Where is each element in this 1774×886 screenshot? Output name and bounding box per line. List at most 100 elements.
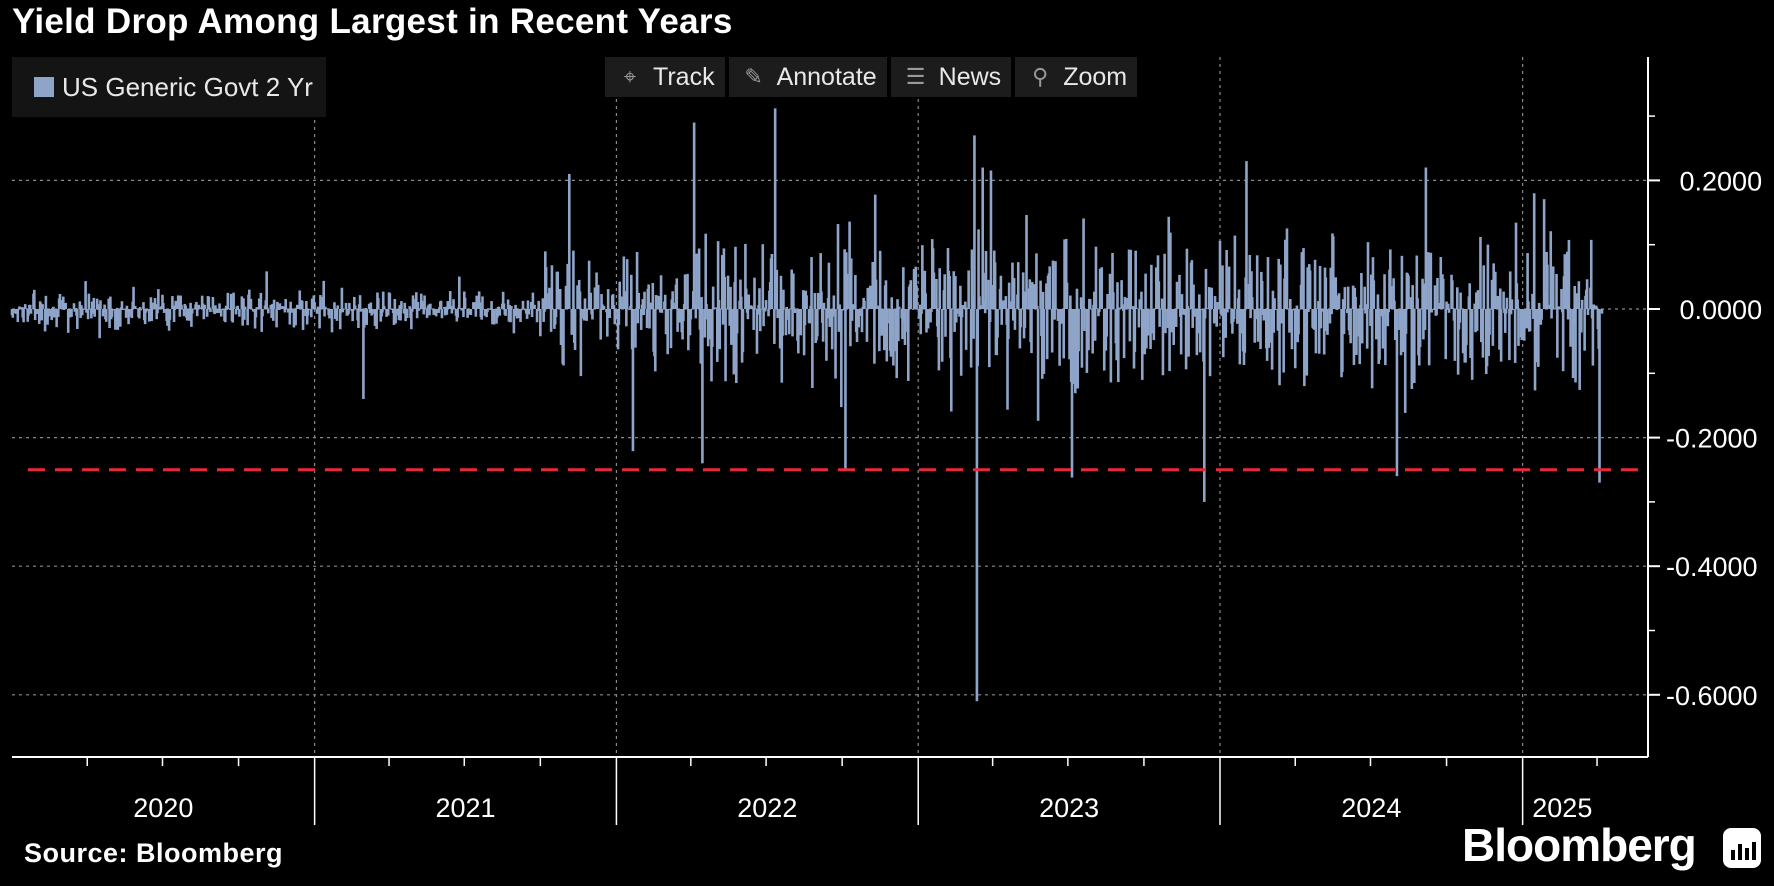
data-bar (486, 309, 489, 313)
data-bar (571, 309, 574, 323)
data-bar (481, 296, 484, 309)
data-bar (746, 309, 750, 320)
data-bar (1358, 309, 1362, 365)
data-bar (399, 309, 402, 321)
legend[interactable]: US Generic Govt 2 Yr (12, 57, 326, 117)
data-bar (1389, 249, 1392, 309)
data-bar (1045, 309, 1049, 360)
data-bar (589, 292, 593, 309)
data-bar (1355, 309, 1358, 355)
data-bar (1162, 309, 1166, 312)
data-bar (1245, 161, 1248, 309)
data-bar (1365, 304, 1368, 309)
chart-title: Yield Drop Among Largest in Recent Years (12, 2, 733, 41)
annotate-button[interactable]: ✎ Annotate (728, 57, 887, 97)
data-bar (1583, 309, 1586, 351)
news-button[interactable]: ☰ News (890, 57, 1012, 97)
data-bar (666, 309, 669, 355)
data-bar (1174, 309, 1178, 327)
data-bar (91, 309, 95, 314)
data-bar (601, 304, 604, 309)
data-bar (18, 306, 21, 309)
annotate-label: Annotate (776, 62, 877, 91)
data-bar (969, 309, 973, 368)
data-bar (1560, 288, 1563, 309)
data-bar (1404, 309, 1408, 334)
data-bar (1510, 299, 1514, 309)
data-bar (1585, 279, 1589, 309)
data-bar (801, 290, 805, 309)
data-bar (816, 309, 819, 337)
data-bar (1117, 307, 1121, 309)
data-bar (1509, 309, 1513, 315)
data-bar (240, 296, 244, 309)
data-bar (920, 309, 923, 314)
data-bar (238, 309, 241, 317)
data-bar (1208, 309, 1212, 377)
data-bar (1168, 309, 1171, 372)
zoom-button[interactable]: ⚲ Zoom (1015, 57, 1138, 97)
data-bar (271, 303, 274, 309)
data-bar (162, 309, 166, 313)
data-bar (328, 309, 331, 319)
data-bar (782, 289, 785, 309)
data-bar (1213, 296, 1217, 309)
data-bar (720, 255, 724, 309)
data-bar (790, 269, 794, 309)
data-bar (253, 309, 257, 329)
data-bar (359, 309, 363, 312)
data-bar (921, 245, 924, 309)
data-bar (763, 309, 767, 312)
data-bar (834, 309, 837, 379)
data-bar (520, 309, 523, 311)
data-bar (837, 309, 841, 332)
data-bar (1468, 283, 1472, 309)
data-bar (1052, 301, 1056, 309)
data-bar (386, 309, 390, 316)
data-bar (544, 267, 548, 309)
data-bar (242, 298, 245, 309)
data-bar (125, 305, 129, 309)
data-bar (74, 308, 77, 310)
data-bar (437, 309, 440, 313)
data-bar (405, 309, 409, 319)
data-bar (1491, 309, 1495, 346)
data-bar (917, 309, 921, 319)
data-bar (919, 309, 922, 335)
data-bar (1051, 260, 1055, 309)
data-bar (781, 309, 784, 336)
data-bar (1486, 244, 1490, 309)
data-bar (1207, 287, 1211, 309)
data-bar (317, 307, 321, 309)
data-bar (1011, 309, 1015, 321)
data-bar (1150, 309, 1154, 334)
x-tick-label: 2020 (133, 793, 193, 823)
data-bar (62, 309, 66, 310)
data-bar (80, 305, 83, 309)
data-bar (1152, 309, 1156, 341)
data-bar (214, 305, 217, 309)
data-bar (651, 283, 655, 309)
data-bar (1116, 282, 1119, 309)
data-bar (873, 194, 877, 309)
data-bar (330, 309, 334, 333)
data-bar (1526, 253, 1529, 309)
track-button[interactable]: ⌖ Track (605, 57, 725, 97)
data-bar (1226, 309, 1229, 313)
data-bar (491, 309, 494, 325)
data-bar (403, 302, 407, 309)
data-bar (878, 250, 882, 309)
data-bar (1565, 251, 1569, 309)
data-bar (513, 309, 517, 317)
data-bar (1537, 309, 1540, 367)
data-bar (504, 309, 507, 316)
data-bar (1272, 309, 1276, 333)
data-bar (1511, 309, 1515, 310)
data-bar (1007, 282, 1011, 309)
data-bar (1494, 271, 1497, 309)
data-bar (130, 309, 134, 319)
data-bar (220, 309, 224, 310)
data-bar (784, 309, 788, 336)
data-bar (1097, 309, 1100, 317)
data-bar (721, 309, 725, 325)
